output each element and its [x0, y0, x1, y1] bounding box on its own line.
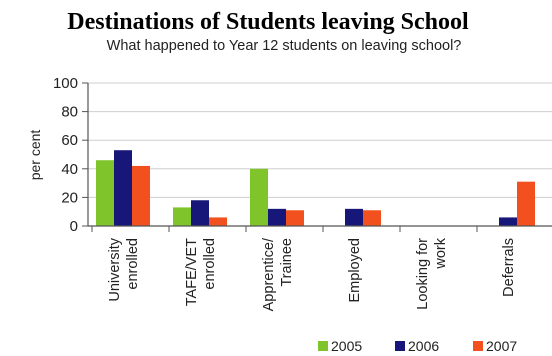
x-category-label: Trainee [279, 238, 295, 287]
legend-swatch-2005 [318, 341, 328, 351]
bar-2006 [268, 209, 286, 226]
bar-2005 [250, 169, 268, 226]
y-tick-label: 80 [61, 104, 78, 121]
y-tick-label: 100 [53, 75, 78, 92]
bar-2007 [286, 210, 304, 226]
bar-2006 [345, 209, 363, 226]
bar-2006 [499, 217, 517, 226]
y-tick-label: 40 [61, 161, 78, 178]
y-axis-ticks: 0 20 40 60 80 100 [53, 75, 88, 235]
y-tick-label: 0 [70, 218, 78, 235]
bar-2007 [363, 210, 381, 226]
legend-label-2007: 2007 [486, 338, 517, 354]
x-category-label: Looking for [415, 238, 431, 310]
gridlines [88, 83, 552, 226]
x-category-label: University [107, 237, 123, 301]
legend: 2005 2006 2007 [318, 338, 517, 354]
x-axis [88, 83, 552, 226]
chart-subtitle: What happened to Year 12 students on lea… [107, 38, 462, 54]
bar-2005 [96, 160, 114, 226]
chart-title: Destinations of Students leaving School [67, 9, 469, 35]
x-category-label: work [433, 237, 449, 269]
bar-2007 [209, 217, 227, 226]
bar-2006 [114, 150, 132, 226]
y-tick-label: 60 [61, 132, 78, 149]
legend-swatch-2007 [473, 341, 483, 351]
x-category-label: enrolled [125, 238, 141, 290]
y-axis-label: per cent [27, 130, 43, 181]
x-category-label: enrolled [202, 238, 218, 290]
bars [96, 150, 535, 226]
x-category-label: Apprentice/ [261, 237, 277, 311]
legend-label-2005: 2005 [331, 338, 362, 354]
bar-2005 [173, 207, 191, 226]
x-category-label: TAFE/VET [184, 238, 200, 306]
x-axis-categories: University enrolled TAFE/VET enrolled Appren… [92, 226, 517, 311]
x-category-label: Deferrals [501, 238, 517, 297]
legend-swatch-2006 [395, 341, 405, 351]
x-category-label: Employed [347, 238, 363, 302]
bar-2006 [191, 200, 209, 226]
legend-label-2006: 2006 [408, 338, 439, 354]
bar-2007 [132, 166, 150, 226]
y-tick-label: 20 [61, 189, 78, 206]
bar-2007 [517, 182, 535, 226]
